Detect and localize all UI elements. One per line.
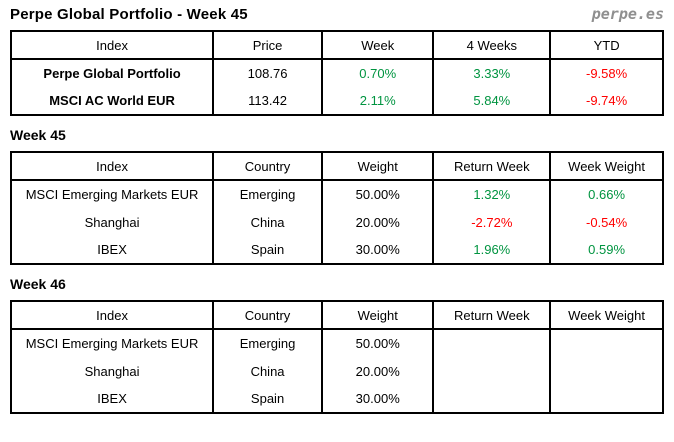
week-weight-cell: -0.54% (549, 208, 663, 236)
week-cell: 2.11% (320, 87, 434, 115)
week-weight-cell: 0.59% (549, 236, 663, 264)
index-cell: MSCI AC World EUR (49, 93, 175, 108)
weight-cell: 50.00% (320, 329, 434, 357)
return-week-cell (432, 385, 551, 413)
week-cell: 0.70% (320, 59, 434, 87)
column-header-index: Index (96, 158, 128, 174)
index-cell: Perpe Global Portfolio (43, 66, 181, 81)
column-header-country: Country (212, 152, 322, 180)
column-header-week-weight: Week Weight (549, 301, 663, 329)
week45-table: Index Country Weight Return Week Week We… (10, 151, 664, 265)
table-row: MSCI Emerging Markets EUR Emerging 50.00… (11, 180, 663, 208)
weight-cell: 30.00% (320, 236, 434, 264)
column-header-index: Index (96, 307, 128, 323)
week46-header-row: Index Country Weight Return Week Week We… (11, 301, 663, 329)
country-cell: Emerging (212, 329, 322, 357)
table-row: IBEX Spain 30.00% 1.96% 0.59% (11, 236, 663, 264)
page-title: Perpe Global Portfolio - Week 45 (10, 6, 248, 23)
ytd-cell: -9.74% (549, 87, 663, 115)
country-cell: China (212, 357, 322, 385)
weight-cell: 20.00% (320, 208, 434, 236)
four-weeks-cell: 3.33% (432, 59, 551, 87)
table-row: Shanghai China 20.00% (11, 357, 663, 385)
week-weight-cell: 0.66% (549, 180, 663, 208)
perpe-logo: perpe.es (591, 5, 664, 23)
summary-table: Index Price Week 4 Weeks YTD Perpe Globa… (10, 30, 664, 116)
ytd-cell: -9.58% (549, 59, 663, 87)
column-header-return-week: Return Week (432, 152, 551, 180)
week45-header-row: Index Country Weight Return Week Week We… (11, 152, 663, 180)
week-weight-cell (549, 385, 663, 413)
column-header-week: Week (320, 31, 434, 59)
week-weight-cell (549, 329, 663, 357)
section-heading-week45: Week 45 (10, 127, 66, 143)
index-cell: IBEX (97, 391, 127, 406)
column-header-index: Index (96, 37, 128, 53)
column-header-weight: Weight (320, 152, 434, 180)
column-header-4weeks: 4 Weeks (432, 31, 551, 59)
week46-table: Index Country Weight Return Week Week We… (10, 300, 664, 414)
index-cell: IBEX (97, 242, 127, 257)
report-page: Perpe Global Portfolio - Week 45 perpe.e… (10, 5, 664, 414)
column-header-week-weight: Week Weight (549, 152, 663, 180)
column-header-ytd: YTD (549, 31, 663, 59)
table-row: IBEX Spain 30.00% (11, 385, 663, 413)
column-header-country: Country (212, 301, 322, 329)
table-row: Shanghai China 20.00% -2.72% -0.54% (11, 208, 663, 236)
return-week-cell: -2.72% (432, 208, 551, 236)
table-row: MSCI Emerging Markets EUR Emerging 50.00… (11, 329, 663, 357)
return-week-cell (432, 329, 551, 357)
column-header-price: Price (212, 31, 322, 59)
price-cell: 108.76 (212, 59, 322, 87)
column-header-weight: Weight (320, 301, 434, 329)
table-row: Perpe Global Portfolio 108.76 0.70% 3.33… (11, 59, 663, 87)
weight-cell: 30.00% (320, 385, 434, 413)
summary-header-row: Index Price Week 4 Weeks YTD (11, 31, 663, 59)
table-row: MSCI AC World EUR 113.42 2.11% 5.84% -9.… (11, 87, 663, 115)
return-week-cell: 1.96% (432, 236, 551, 264)
weight-cell: 20.00% (320, 357, 434, 385)
four-weeks-cell: 5.84% (432, 87, 551, 115)
report-header: Perpe Global Portfolio - Week 45 perpe.e… (10, 5, 664, 23)
return-week-cell: 1.32% (432, 180, 551, 208)
index-cell: MSCI Emerging Markets EUR (25, 336, 199, 351)
country-cell: Spain (212, 385, 322, 413)
week-weight-cell (549, 357, 663, 385)
column-header-return-week: Return Week (432, 301, 551, 329)
country-cell: Spain (212, 236, 322, 264)
index-cell: MSCI Emerging Markets EUR (25, 187, 199, 202)
index-cell: Shanghai (84, 214, 140, 230)
return-week-cell (432, 357, 551, 385)
country-cell: China (212, 208, 322, 236)
country-cell: Emerging (212, 180, 322, 208)
section-heading-week46: Week 46 (10, 276, 66, 292)
index-cell: Shanghai (84, 363, 140, 379)
price-cell: 113.42 (212, 87, 322, 115)
weight-cell: 50.00% (320, 180, 434, 208)
